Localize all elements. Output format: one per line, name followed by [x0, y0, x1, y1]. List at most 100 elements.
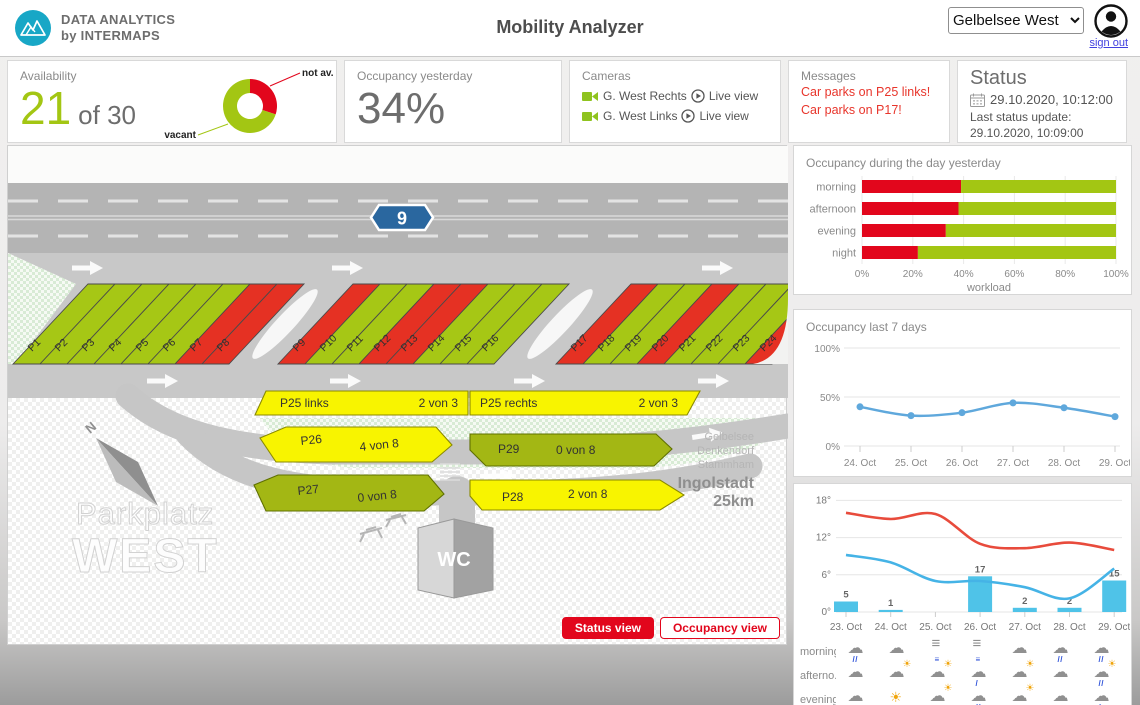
- camera-icon: [582, 111, 598, 121]
- parking-stall-P23: [716, 288, 788, 365]
- map-watermark: Parkplatz WEST: [72, 496, 218, 584]
- sun-cloud-weather-icon: ☀ ☁: [1011, 658, 1035, 681]
- svg-text:2: 2: [1022, 596, 1027, 607]
- weather-row-label: afterno...: [800, 670, 836, 682]
- svg-text:afternoon: afternoon: [810, 204, 856, 216]
- availability-card: Availability 21 of 30 not av... vacant: [7, 60, 339, 143]
- rain-weather-icon: ☁//: [970, 687, 987, 705]
- svg-text:6°: 6°: [821, 570, 831, 581]
- cameras-label: Cameras: [582, 69, 631, 83]
- message-item: Car parks on P17!: [801, 102, 902, 117]
- parking-stall-P16: [465, 283, 571, 365]
- cloud-weather-icon: ☁: [888, 639, 905, 657]
- availability-value: 21: [20, 82, 72, 134]
- autobahn-sign-number: 9: [397, 209, 407, 229]
- occupancy-yesterday-card: Occupancy yesterday 34%: [344, 60, 562, 143]
- parking-stall-P22: [689, 283, 788, 365]
- zone-p25-links: [254, 390, 469, 416]
- svg-text:100%: 100%: [814, 344, 840, 355]
- sun-cloud-weather-icon: ☀ ☁: [929, 682, 953, 705]
- weather-forecast-table: morning☁//☁≡≡≡≡☁☁//☁//afterno...☁☀☁☀☁☁/☀…: [794, 634, 1131, 705]
- camera-icon: [582, 91, 598, 101]
- svg-text:80%: 80%: [1055, 269, 1075, 280]
- svg-text:P27: P27: [297, 482, 320, 498]
- svg-text:0%: 0%: [826, 442, 841, 453]
- drizzle-weather-icon: ☁/: [970, 663, 987, 688]
- svg-text:0°: 0°: [821, 607, 831, 618]
- logo-line2: by INTERMAPS: [61, 28, 160, 43]
- camera-name: G. West Rechts: [603, 89, 687, 103]
- zone-p29: [469, 433, 673, 467]
- svg-text:28. Oct: 28. Oct: [1048, 458, 1080, 469]
- corner-verge: [753, 298, 788, 364]
- rain-weather-icon: ☁//: [1052, 639, 1069, 664]
- sign-out-link[interactable]: sign out: [1089, 37, 1128, 49]
- svg-text:vacant: vacant: [164, 130, 196, 141]
- zone-p26: [259, 426, 453, 463]
- green-verge: [8, 253, 76, 364]
- lane-divider-island: [252, 289, 318, 359]
- svg-text:26. Oct: 26. Oct: [946, 458, 978, 469]
- svg-text:Ingolstadt: Ingolstadt: [678, 475, 755, 492]
- svg-text:2 von 8: 2 von 8: [568, 487, 608, 501]
- fog-weather-icon: ≡ ≡: [972, 634, 982, 664]
- kpi-cards: Availability 21 of 30 not av... vacant Oc…: [7, 60, 1127, 143]
- occupancy-view-button[interactable]: Occupancy view: [659, 617, 780, 639]
- camera-row[interactable]: G. West Rechts Live view: [582, 89, 768, 103]
- messages-card: Messages Car parks on P25 links! Car par…: [788, 60, 950, 143]
- live-view-link[interactable]: Live view: [699, 109, 749, 123]
- sun-cloud-weather-icon: ☀ ☁: [1011, 682, 1035, 705]
- page-title: Mobility Analyzer: [496, 17, 644, 37]
- map-top-strip: [8, 146, 788, 183]
- parking-zones: [253, 390, 701, 512]
- sun-rain-weather-icon: ☀ ☁//: [1093, 658, 1117, 688]
- svg-text:Gelbelsee: Gelbelsee: [704, 431, 754, 443]
- svg-text:27. Oct: 27. Oct: [997, 458, 1029, 469]
- svg-text:1: 1: [888, 598, 894, 609]
- svg-text:P29: P29: [498, 442, 520, 456]
- occupancy-week-panel: Occupancy last 7 days 100% 50% 0% 24. Oct 25…: [793, 309, 1132, 477]
- cloud-weather-icon: ☁: [847, 687, 864, 705]
- svg-text:24. Oct: 24. Oct: [844, 458, 876, 469]
- weather-row-label: morning: [800, 646, 836, 658]
- svg-text:17: 17: [975, 564, 986, 575]
- wc-label: WC: [437, 549, 470, 571]
- intermaps-logo-icon: [15, 10, 51, 46]
- camera-name: G. West Links: [603, 109, 678, 123]
- occupancy-day-panel: Occupancy during the day yesterday 0% 20%…: [793, 145, 1132, 295]
- occupancy-day-chart: 0% 20% 40% 60% 80% 100% morning afternoon evenin…: [810, 176, 1129, 294]
- svg-text:29. Oct: 29. Oct: [1099, 458, 1130, 469]
- svg-text:P28: P28: [502, 490, 524, 504]
- occupancy-yesterday-label: Occupancy yesterday: [357, 69, 473, 83]
- svg-text:P26: P26: [300, 432, 323, 448]
- parking-map-panel: 9 P1 P2 P3 P4 P5 P6 P7 P8 P9 P10 P11 P12 P13 P14 P15 P1…: [7, 145, 788, 645]
- svg-text:0 von 8: 0 von 8: [357, 487, 398, 505]
- svg-text:29. Oct: 29. Oct: [1098, 622, 1130, 633]
- messages-label: Messages: [801, 69, 856, 83]
- rain-weather-icon: ☁//: [1093, 639, 1110, 664]
- status-view-button[interactable]: Status view: [561, 617, 654, 639]
- availability-total: of 30: [78, 100, 136, 130]
- status-card: Status 29.10.2020, 10:12:00 Last status …: [957, 60, 1127, 143]
- camera-row[interactable]: G. West Links Live view: [582, 109, 768, 123]
- svg-text:Parkplatz: Parkplatz: [76, 496, 214, 531]
- wc-building: WC: [417, 518, 494, 599]
- svg-text:2 von 3: 2 von 3: [419, 396, 459, 410]
- svg-text:25. Oct: 25. Oct: [895, 458, 927, 469]
- intermaps-logo: DATA ANALYTICS by INTERMAPS: [14, 9, 175, 47]
- availability-donut-chart: not av... vacant: [164, 68, 339, 141]
- svg-text:40%: 40%: [954, 269, 974, 280]
- cloud-weather-icon: ☁: [1052, 687, 1069, 705]
- play-icon[interactable]: [691, 89, 705, 103]
- live-view-link[interactable]: Live view: [708, 89, 759, 103]
- svg-text:workload: workload: [966, 282, 1011, 294]
- svg-text:P25 links: P25 links: [280, 396, 329, 410]
- play-icon[interactable]: [681, 109, 696, 123]
- weather-row: morning ☁// ☁ ≡ ≡ ≡ ≡ ☁ ☁// ☁//: [794, 634, 1131, 664]
- svg-text:60%: 60%: [1004, 269, 1024, 280]
- status-timestamp: 29.10.2020, 10:12:00: [990, 92, 1113, 107]
- site-selector[interactable]: Gelbelsee West: [948, 7, 1084, 34]
- message-item: Car parks on P25 links!: [801, 85, 931, 99]
- svg-text:24. Oct: 24. Oct: [875, 622, 907, 633]
- user-avatar-icon[interactable]: [1094, 4, 1128, 38]
